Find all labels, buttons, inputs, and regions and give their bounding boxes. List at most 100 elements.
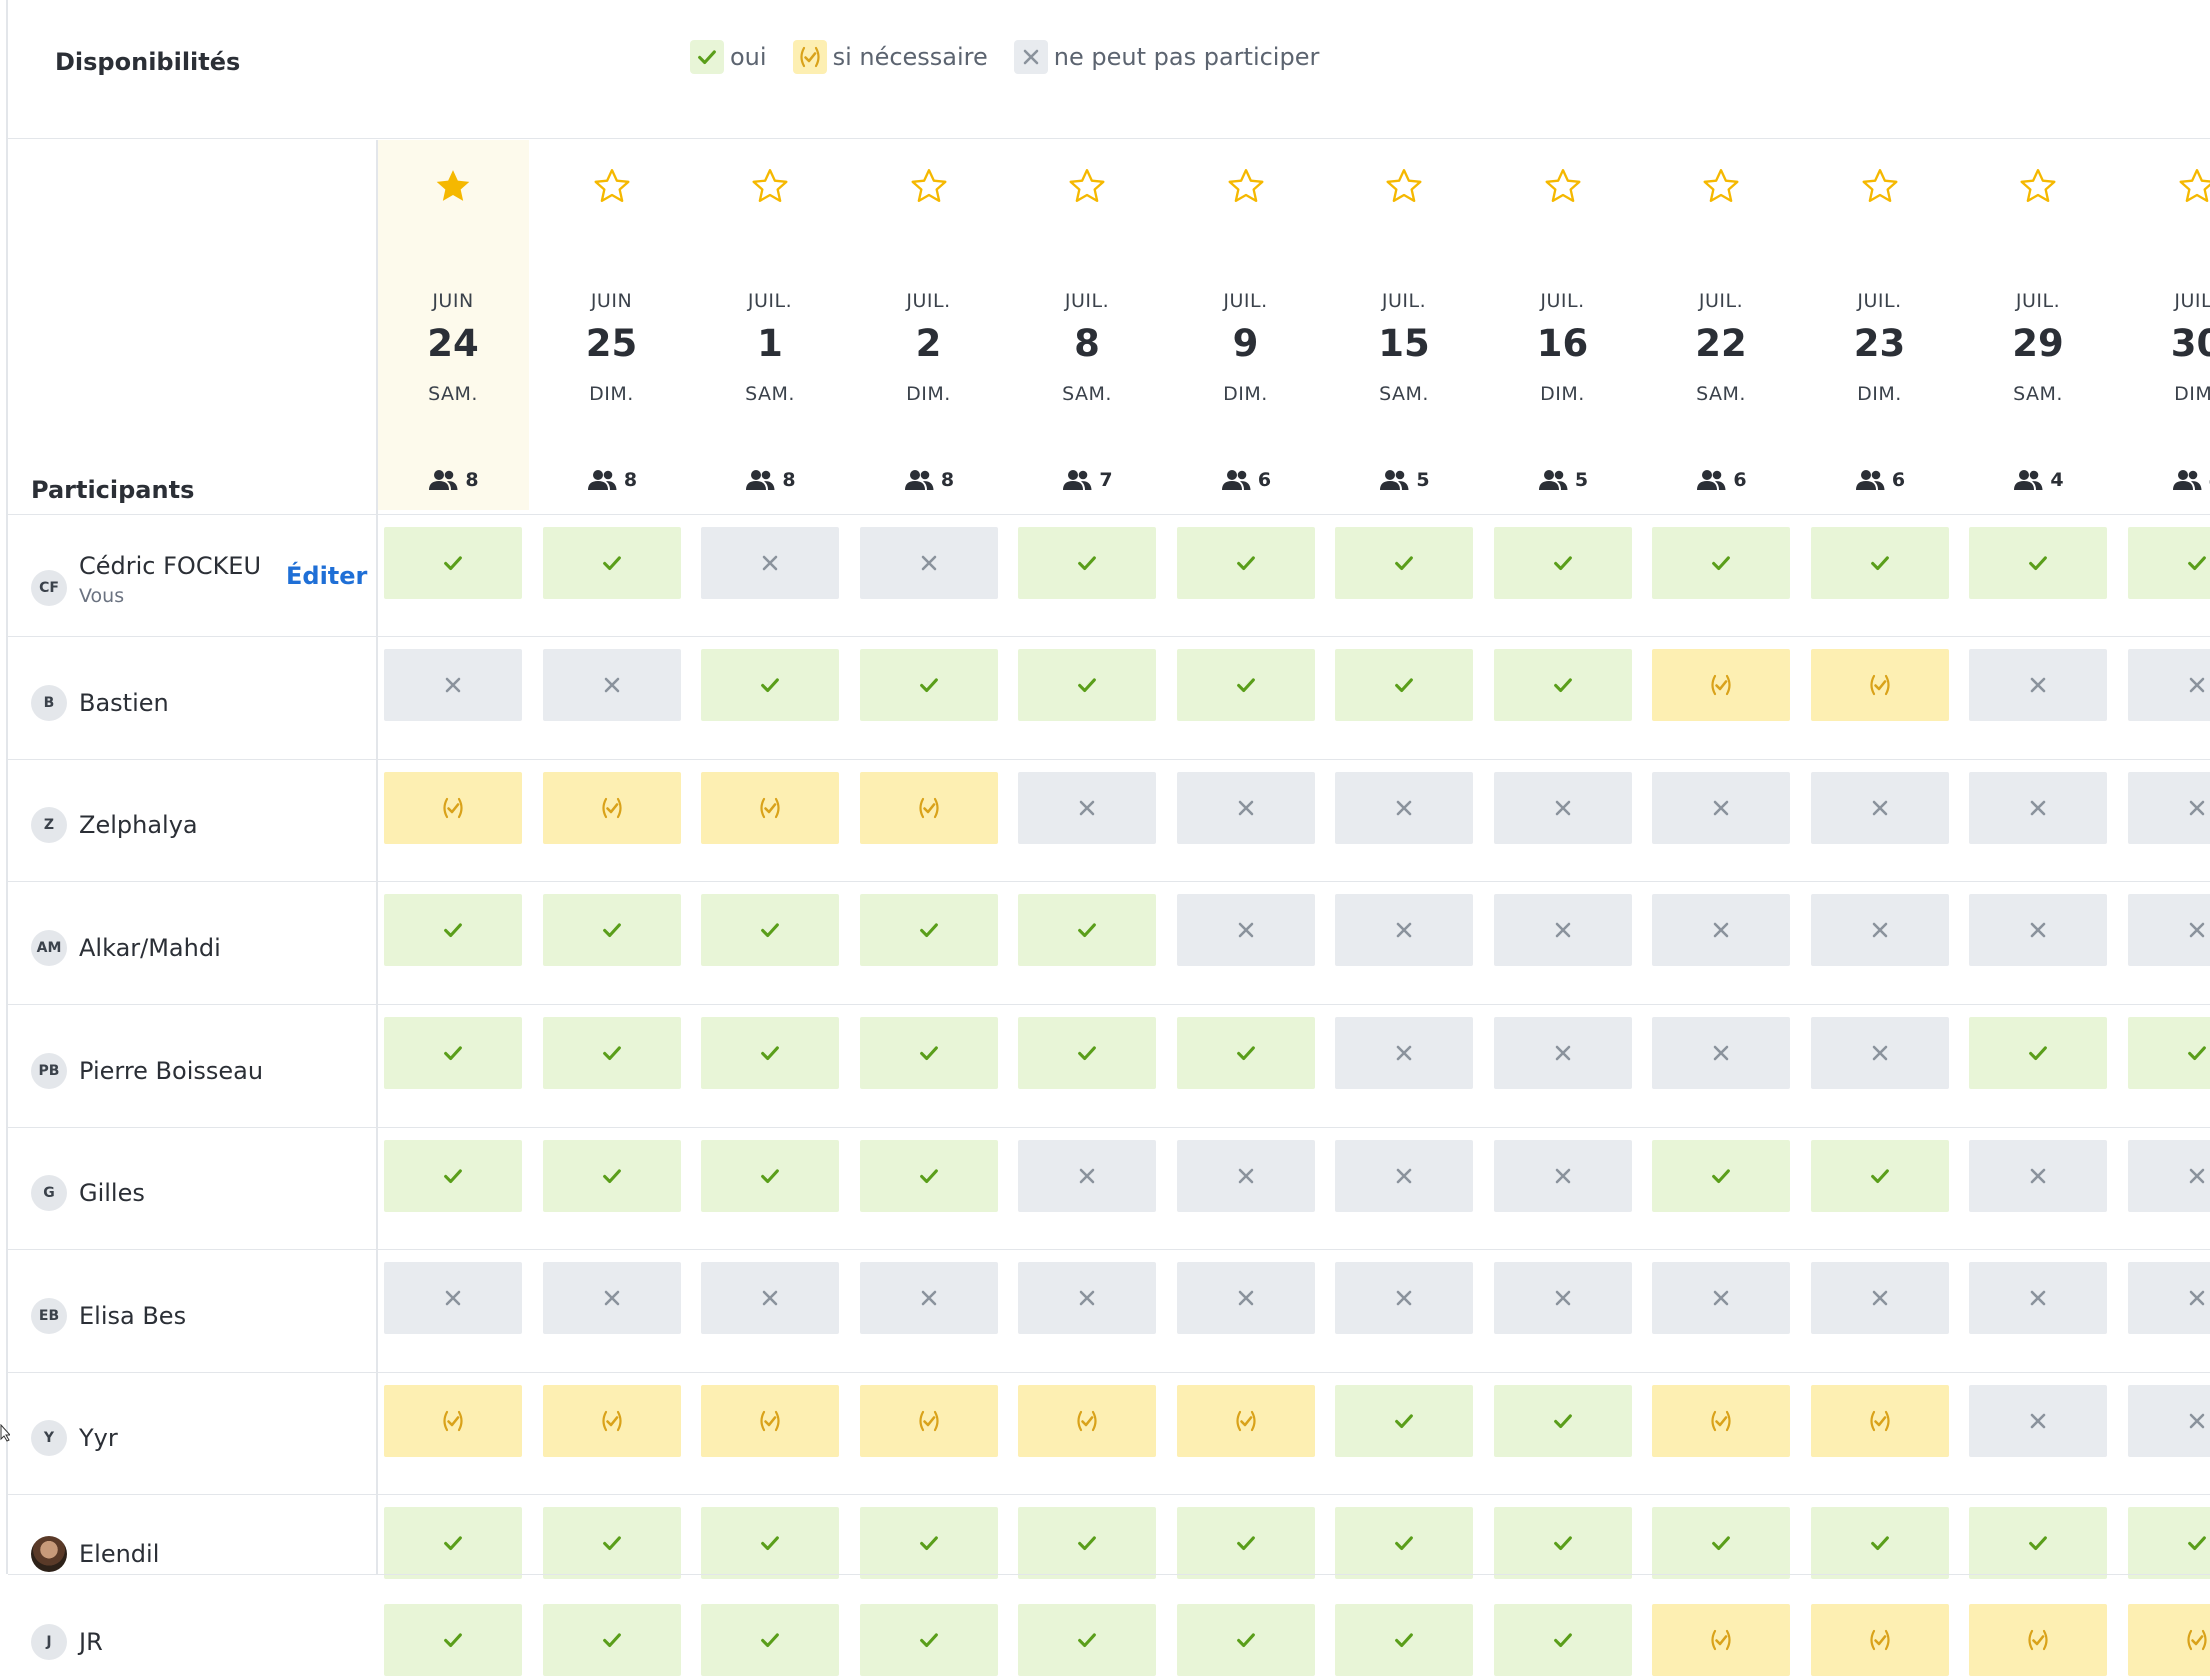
star-toggle[interactable] [1804,166,1956,206]
vote-cell-no [384,1262,522,1334]
vote-cell-no [1652,1017,1790,1089]
if-needed-icon [1233,1408,1259,1434]
check-icon [759,1629,781,1651]
date-day: 15 [1328,322,1480,365]
star-toggle[interactable] [853,166,1005,206]
people-icon [903,468,935,492]
star-outline-icon [1067,166,1107,206]
check-icon [918,1165,940,1187]
vote-cell-yes [2128,527,2210,599]
vote-cell-no [1494,1017,1632,1089]
vote-cell-yes [1177,1507,1315,1579]
vote-cell-yes [543,1140,681,1212]
if-needed-icon [599,1408,625,1434]
participant-count: 8 [853,468,1005,492]
cross-icon [1394,798,1414,818]
star-toggle[interactable] [1011,166,1163,206]
participant-name: Alkar/Mahdi [79,934,221,962]
if-needed-icon [1074,1408,1100,1434]
vote-cell-no [2128,1262,2210,1334]
star-toggle[interactable] [2121,166,2210,206]
participants-heading: Participants [31,476,194,504]
participant-count: 6 [1645,468,1797,492]
if-needed-icon [440,795,466,821]
people-icon [1854,468,1886,492]
avatar: AM [31,930,67,966]
cross-icon [2028,1411,2048,1431]
vote-cell-yes [701,1140,839,1212]
check-icon [1076,552,1098,574]
vote-cell-yes [2128,1507,2210,1579]
cross-icon [1394,1288,1414,1308]
check-icon [601,552,623,574]
count-number: 4 [2050,469,2063,491]
date-weekday: DIM. [853,383,1005,405]
cross-icon [2187,1411,2207,1431]
vote-cell-yes [1652,1140,1790,1212]
cross-icon [602,1288,622,1308]
star-toggle[interactable] [1170,166,1322,206]
star-outline-icon [1384,166,1424,206]
cross-icon [919,1288,939,1308]
check-icon [1710,552,1732,574]
vote-cell-yes [1969,1017,2107,1089]
row-divider [8,1494,2210,1495]
check-icon [2027,552,2049,574]
edit-button[interactable]: Éditer [286,562,367,590]
star-toggle[interactable] [694,166,846,206]
check-icon [2186,1532,2208,1554]
check-icon [1235,552,1257,574]
check-icon [2186,552,2208,574]
star-toggle[interactable] [1487,166,1639,206]
participant-name: Zelphalya [79,811,198,839]
star-toggle[interactable] [1645,166,1797,206]
participant-name: JR [79,1628,103,1656]
cross-icon [1711,798,1731,818]
avatar: G [31,1175,67,1211]
vote-cell-no [701,1262,839,1334]
count-number: 5 [1575,469,1588,491]
avatar [31,1536,67,1572]
check-icon [1552,1629,1574,1651]
vote-cell-no [1018,772,1156,844]
star-toggle[interactable] [377,166,529,206]
cross-icon [919,553,939,573]
cross-icon [1236,1288,1256,1308]
date-weekday: SAM. [377,383,529,405]
star-outline-icon [2177,166,2210,206]
star-toggle[interactable] [1962,166,2114,206]
vote-cell-no [1335,772,1473,844]
cross-icon [1870,1288,1890,1308]
star-toggle[interactable] [536,166,688,206]
check-icon [918,1629,940,1651]
participant-count: 8 [377,468,529,492]
date-weekday: SAM. [1962,383,2114,405]
date-month: JUIN [377,290,529,312]
check-icon [601,1532,623,1554]
if-needed-icon [1708,1627,1734,1653]
check-icon [1076,674,1098,696]
star-outline-icon [592,166,632,206]
date-month: JUIL. [1328,290,1480,312]
cross-icon [760,553,780,573]
vote-cell-no [543,649,681,721]
people-icon [586,468,618,492]
cross-icon [1870,1043,1890,1063]
check-icon [1552,552,1574,574]
star-toggle[interactable] [1328,166,1480,206]
if-needed-icon [1708,672,1734,698]
check-icon [2027,1042,2049,1064]
vote-cell-yes [1335,1604,1473,1676]
people-icon [1378,468,1410,492]
cross-icon [1553,920,1573,940]
vote-cell-no [2128,1140,2210,1212]
cross-icon [1711,920,1731,940]
vote-cell-yes [1177,649,1315,721]
cross-icon [443,675,463,695]
legend-item-yes: oui [690,40,767,74]
cross-icon [2187,1166,2207,1186]
check-icon [1235,674,1257,696]
date-month: JUIL. [1804,290,1956,312]
